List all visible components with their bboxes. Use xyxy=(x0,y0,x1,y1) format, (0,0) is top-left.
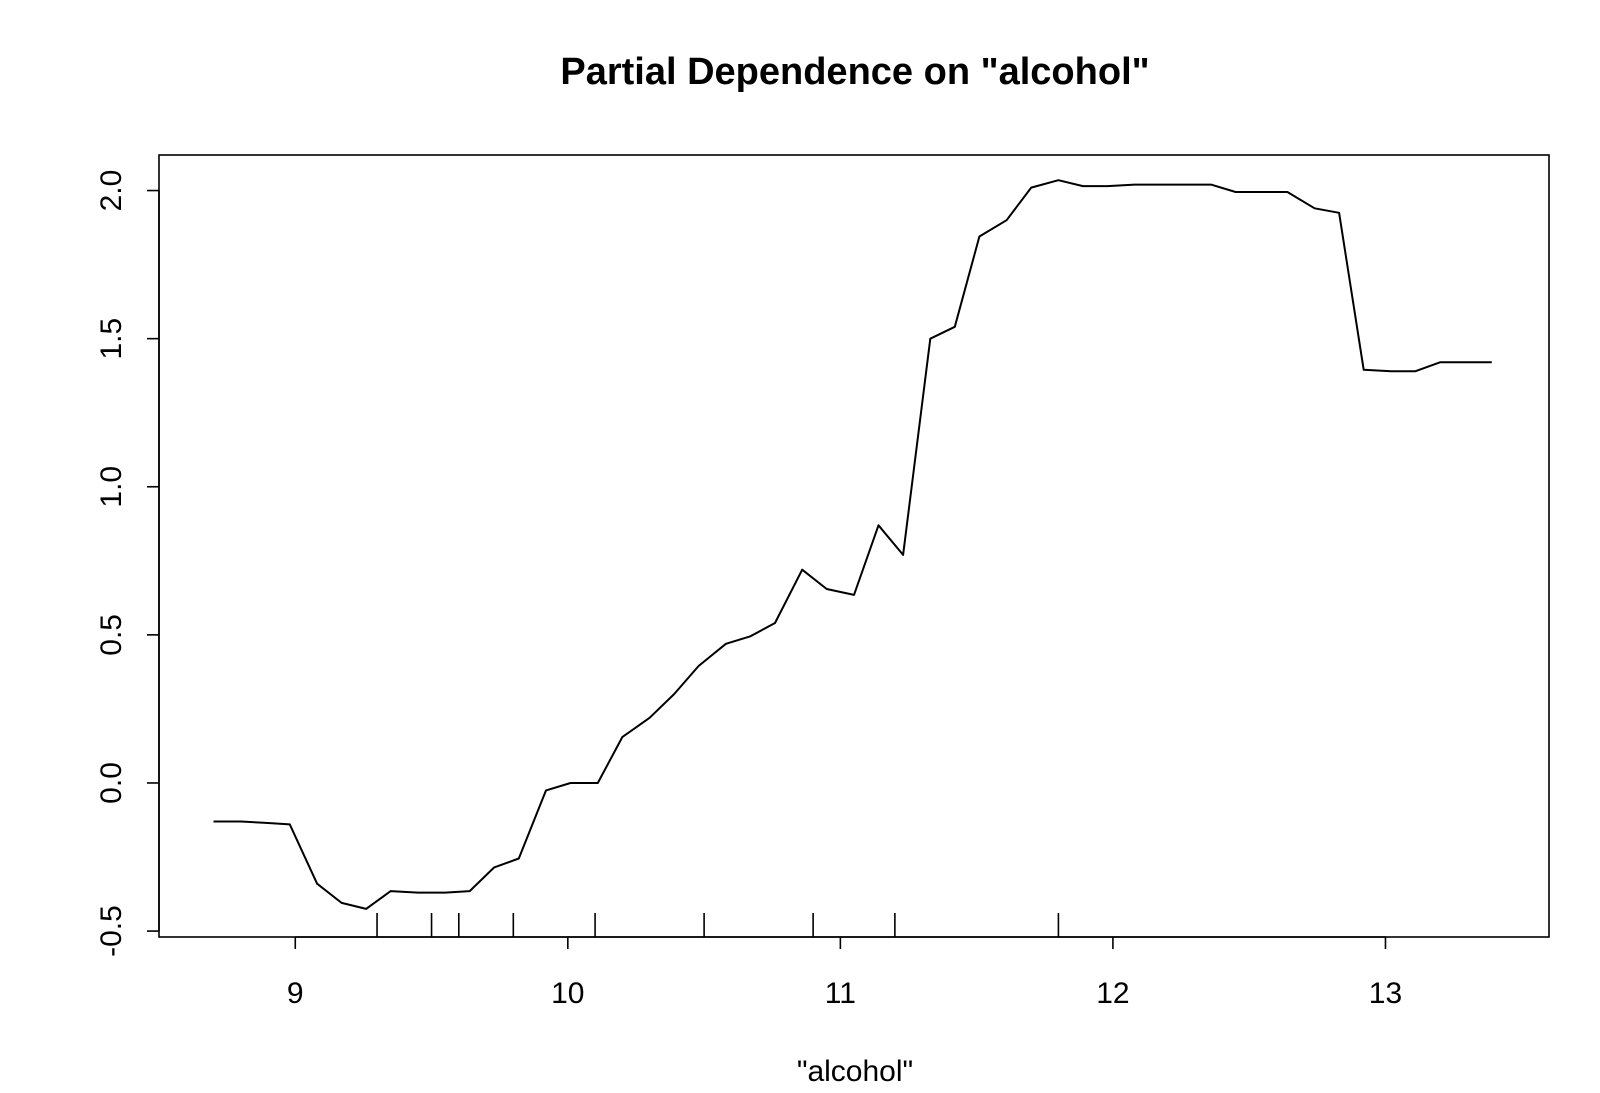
x-tick-label: 13 xyxy=(1369,977,1402,1010)
rug-marks xyxy=(376,913,1060,937)
chart-title: Partial Dependence on "alcohol" xyxy=(560,51,1149,93)
x-tick-label: 10 xyxy=(551,977,584,1010)
y-tick-label: 0.5 xyxy=(95,614,128,656)
series-layer xyxy=(213,179,1492,910)
x-axis: 9 10 11 12 13 xyxy=(287,936,1402,1010)
x-axis-label: "alcohol" xyxy=(797,1055,913,1088)
partial-dependence-line xyxy=(213,179,1492,910)
y-tick-label: 1.0 xyxy=(95,466,128,508)
plot-frame xyxy=(158,154,1550,938)
y-axis: -0.5 0.0 0.5 1.0 1.5 2.0 xyxy=(95,170,160,957)
y-tick-label: 2.0 xyxy=(95,170,128,212)
x-tick-label: 9 xyxy=(287,977,304,1010)
x-tick-label: 11 xyxy=(825,977,856,1010)
y-tick-label: 0.0 xyxy=(95,762,128,804)
y-tick-label: -0.5 xyxy=(95,905,128,957)
y-tick-label: 1.5 xyxy=(95,318,128,360)
x-tick-label: 12 xyxy=(1096,977,1129,1010)
